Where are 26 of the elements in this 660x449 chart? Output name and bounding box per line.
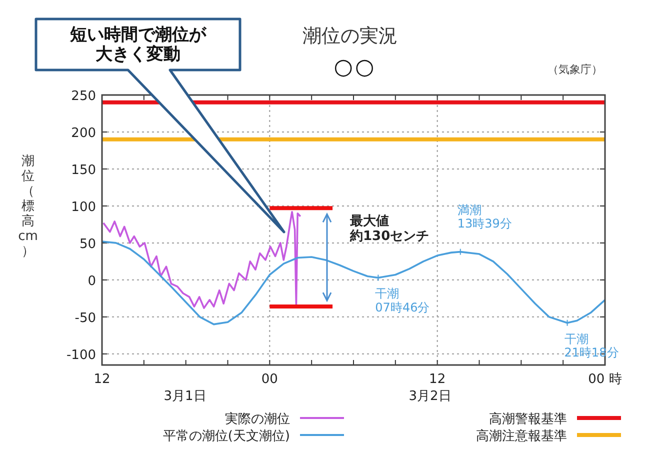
x-tick-label: 12	[429, 372, 446, 387]
annotation: 満潮13時39分	[457, 202, 512, 231]
y-tick-label: 200	[71, 126, 96, 141]
y-tick-label: -50	[74, 310, 96, 326]
chart-title: 潮位の実況	[302, 25, 398, 47]
y-tick-label: 250	[71, 89, 96, 104]
text: 3月1日	[164, 389, 206, 404]
text: 3月2日	[408, 389, 452, 404]
y-tick-label: 50	[79, 236, 96, 252]
text: 短い時間で潮位が大きく変動	[69, 25, 207, 65]
legend-label: 平常の潮位(天文潮位)	[162, 429, 290, 444]
y-tick-label: 150	[71, 162, 96, 178]
y-tick-label: 100	[71, 200, 96, 215]
text: （気象庁）	[548, 63, 602, 76]
chart-subtitle: ○○	[334, 55, 376, 80]
annotation: 干潮07時46分	[375, 286, 430, 315]
annotation: 最大値約130センチ	[349, 214, 430, 244]
x-tick-label: 12	[94, 372, 110, 387]
y-tick-label: -100	[66, 348, 96, 363]
legend-label: 高潮注意報基準	[476, 428, 567, 444]
legend-label: 高潮警報基準	[489, 411, 567, 427]
y-axis-title: 潮位（標高cm）	[18, 154, 38, 259]
x-tick-label: 00 時	[588, 372, 622, 387]
legend-label: 実際の潮位	[225, 411, 290, 427]
x-tick-label: 00	[261, 372, 278, 387]
y-tick-label: 0	[88, 274, 96, 289]
